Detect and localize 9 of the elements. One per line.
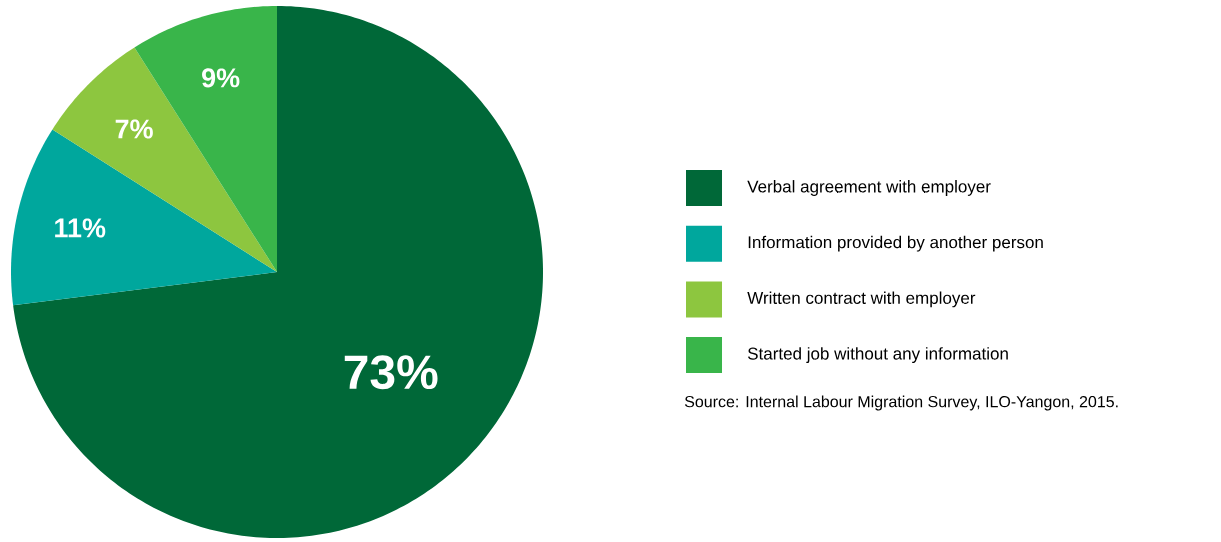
source-note: Source: Internal Labour Migration Survey, ILO-Yangon, 2015. (684, 395, 1118, 411)
data-label: 7% (115, 119, 153, 139)
legend-label: Written contract with employer (747, 291, 976, 308)
data-label: 73% (344, 355, 438, 390)
legend-label: Information provided by another person (748, 235, 1043, 252)
legend-label: Verbal agreement with employer (747, 180, 991, 196)
data-label: 11% (55, 218, 106, 238)
legend-label: Started job without any information (747, 347, 1008, 364)
data-label: 9% (202, 68, 240, 88)
